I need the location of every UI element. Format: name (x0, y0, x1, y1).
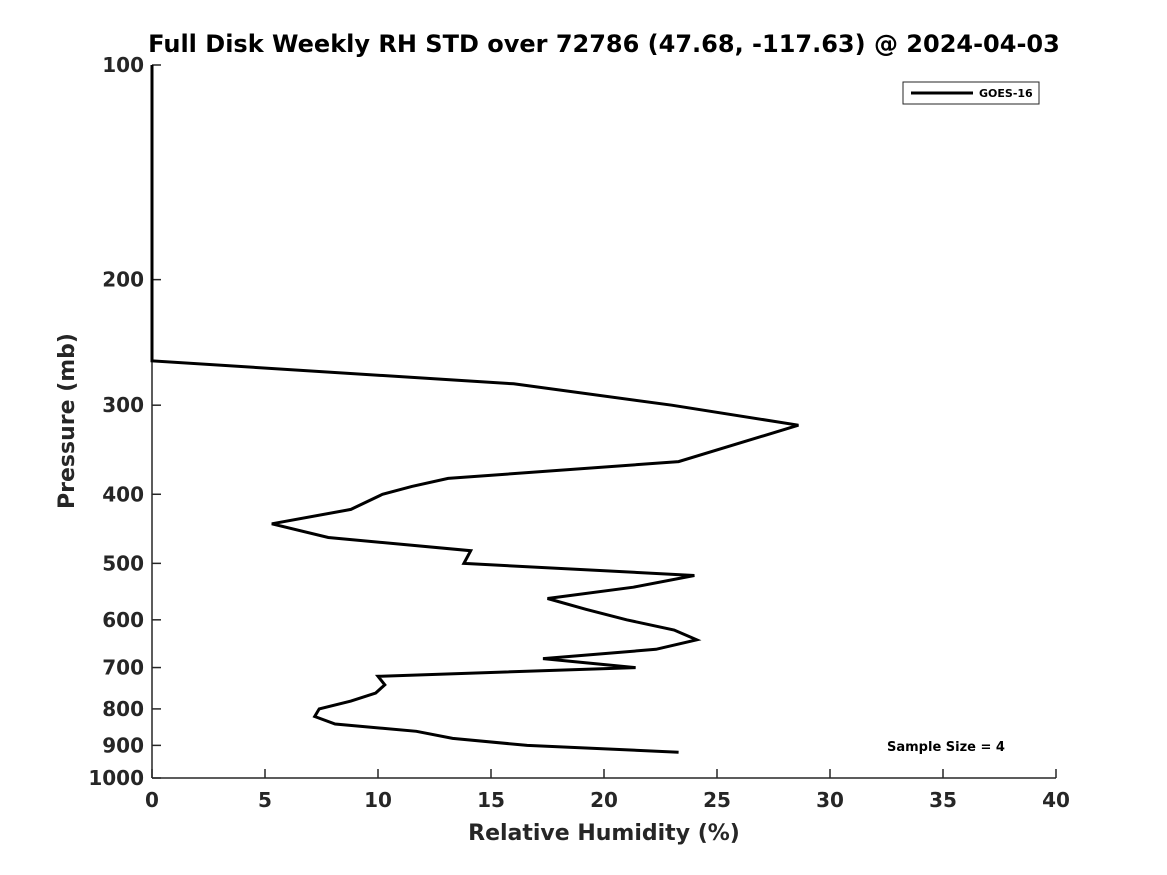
series-layer (150, 65, 799, 754)
y-tick-label: 400 (102, 482, 144, 506)
y-tick-label: 600 (102, 608, 144, 632)
x-tick-label: 25 (703, 788, 731, 812)
x-tick-label: 35 (929, 788, 957, 812)
y-tick-label: 1000 (88, 766, 144, 790)
x-tick-label: 40 (1042, 788, 1070, 812)
x-tick-label: 30 (816, 788, 844, 812)
y-axis-label: Pressure (mb) (55, 333, 80, 509)
y-tick-label: 700 (102, 656, 144, 680)
x-tick-label: 5 (258, 788, 272, 812)
legend-label-goes-16: GOES-16 (979, 87, 1033, 100)
x-tick-label: 20 (590, 788, 618, 812)
y-tick-label: 200 (102, 268, 144, 292)
chart-title: Full Disk Weekly RH STD over 72786 (47.6… (148, 30, 1060, 58)
y-tick-label: 800 (102, 697, 144, 721)
y-tick-label: 900 (102, 733, 144, 757)
x-tick-label: 15 (477, 788, 505, 812)
y-tick-label: 100 (102, 53, 144, 77)
series-line-goes-16 (150, 65, 799, 754)
x-tick-label: 0 (145, 788, 159, 812)
y-axis-ticks: 100 200 300 400 500 600 700 800 900 1000 (88, 53, 161, 790)
legend: GOES-16 (902, 81, 1040, 105)
x-tick-label: 10 (364, 788, 392, 812)
sample-size-annotation: Sample Size = 4 (887, 740, 1005, 755)
y-tick-label: 300 (102, 393, 144, 417)
axes (151, 65, 1056, 779)
x-axis-ticks: 0 5 10 15 20 25 30 35 40 (145, 769, 1070, 812)
x-axis-label: Relative Humidity (%) (468, 821, 740, 846)
y-tick-label: 500 (102, 551, 144, 575)
